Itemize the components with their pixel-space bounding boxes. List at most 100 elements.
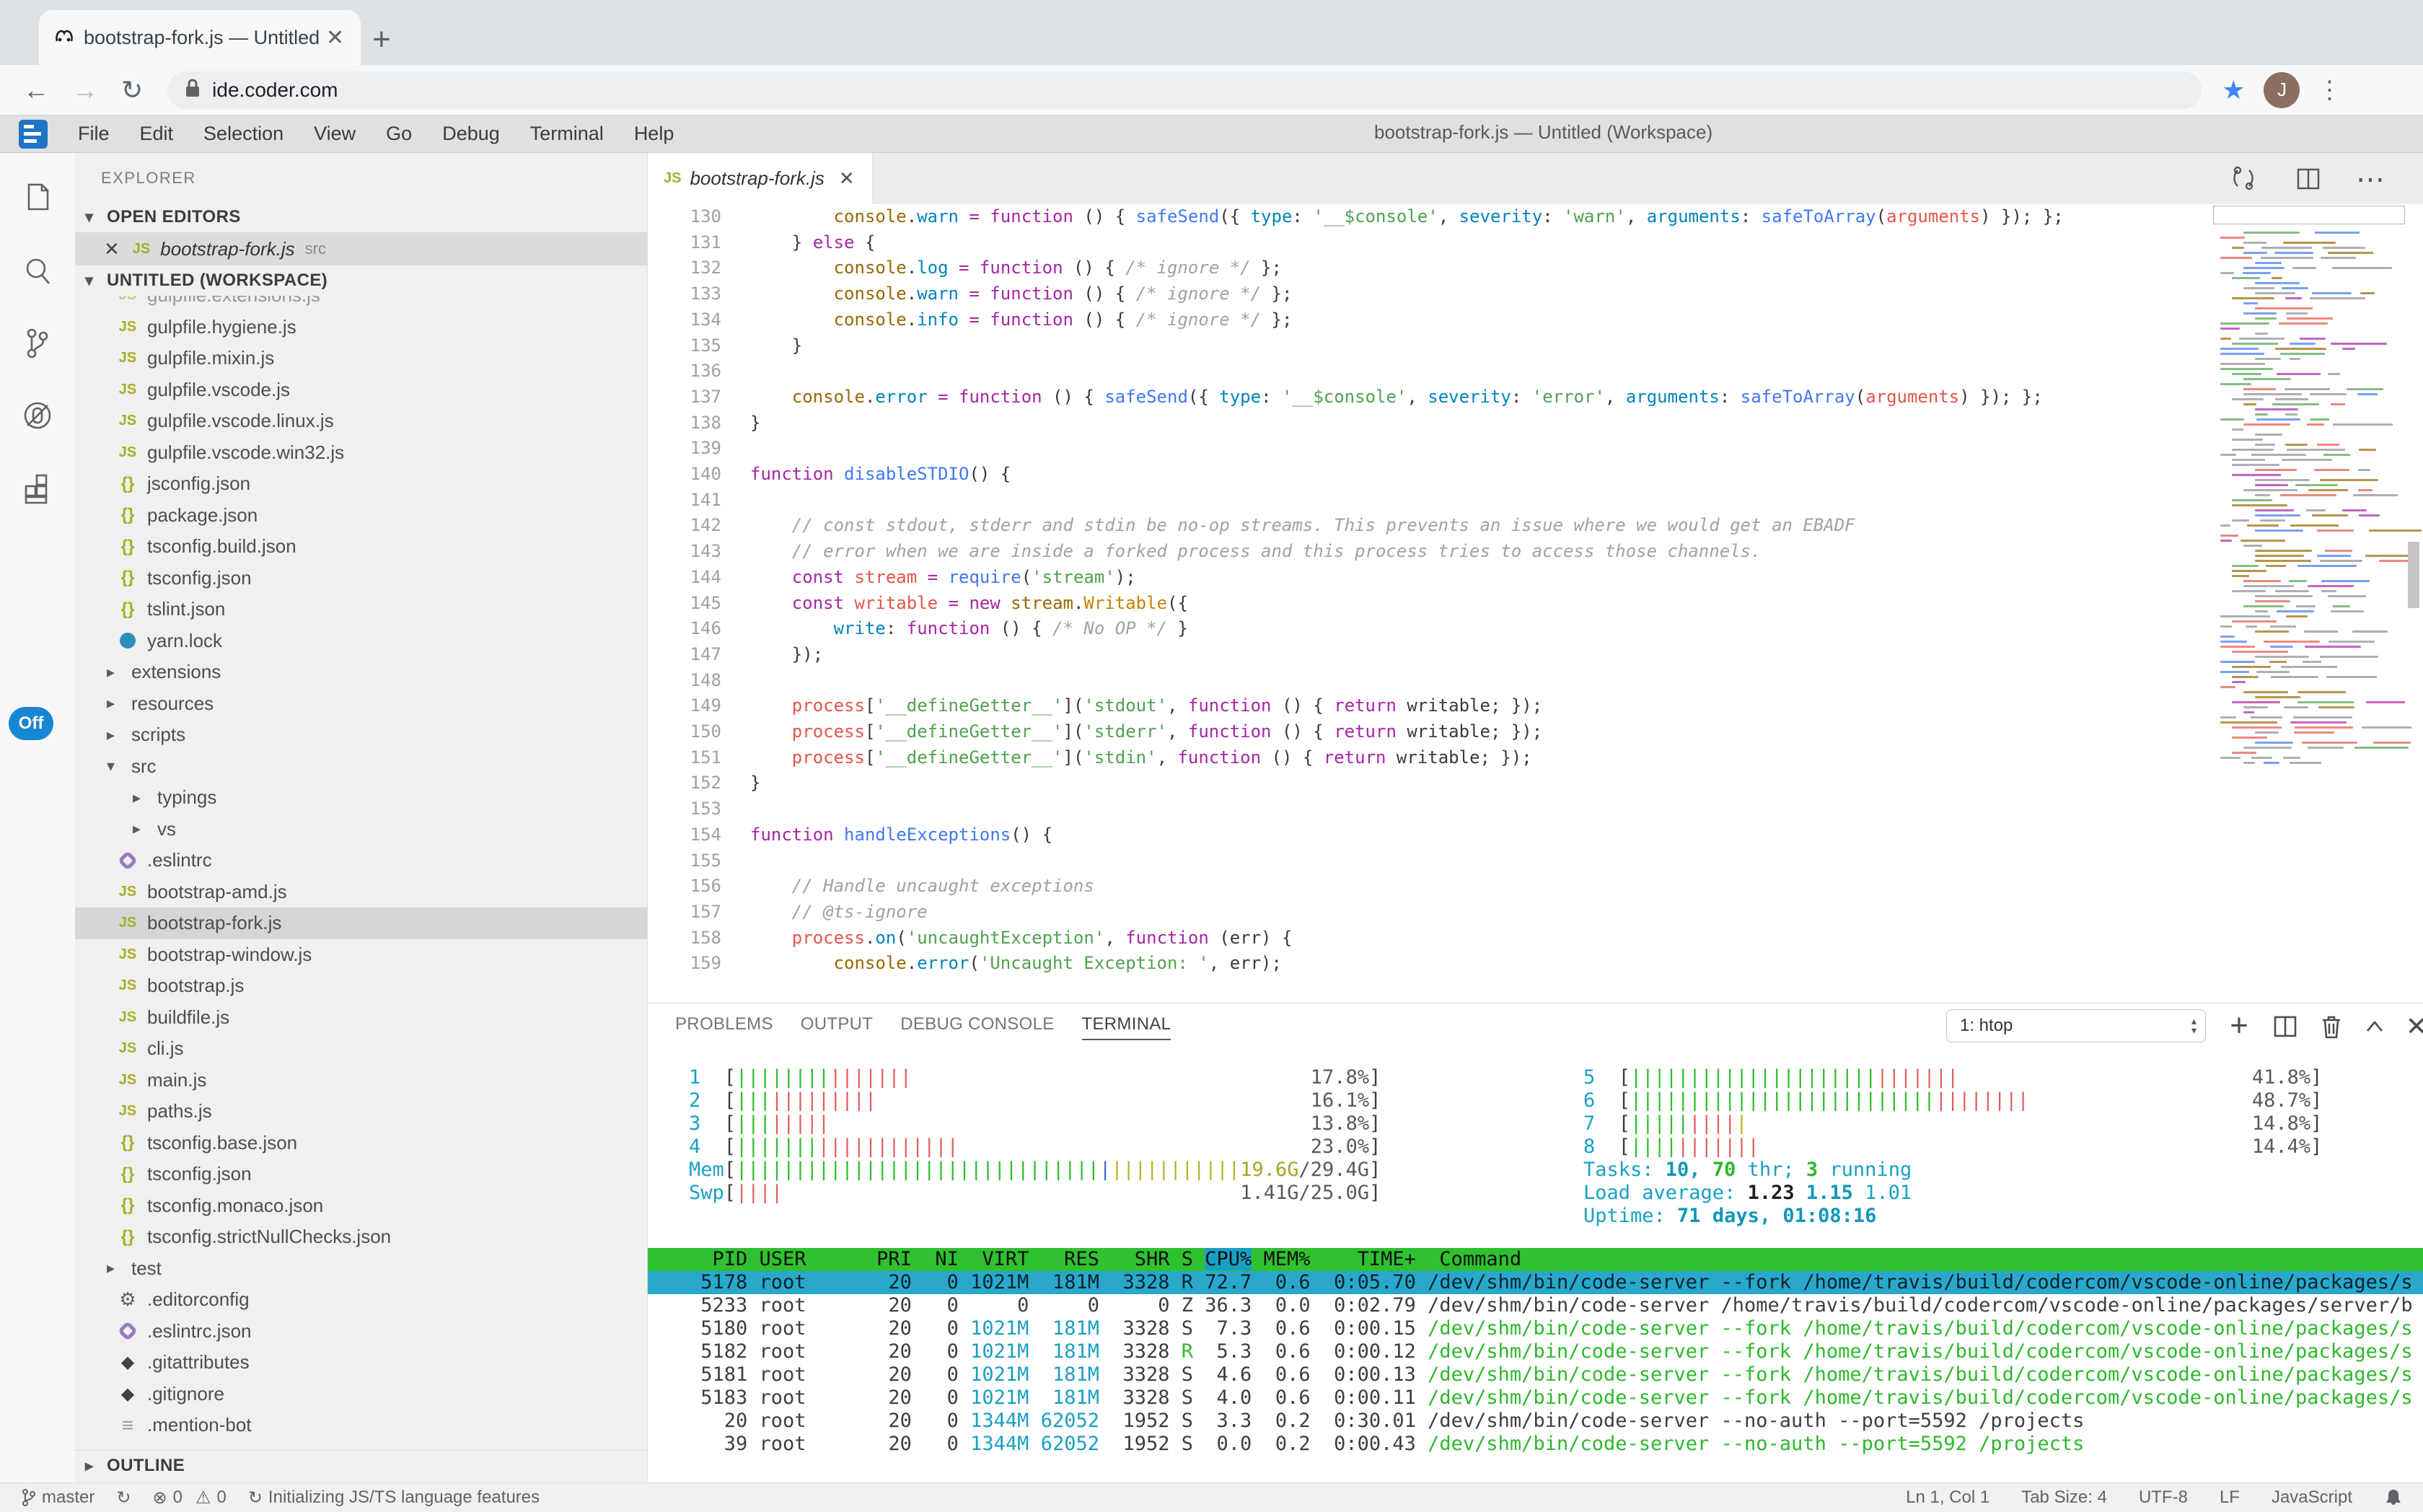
tree-item-tsconfig.base.json[interactable]: {}tsconfig.base.json <box>75 1128 648 1159</box>
notifications-bell[interactable] <box>2384 1487 2403 1508</box>
tree-item-yarn.lock[interactable]: yarn.lock <box>75 625 648 657</box>
outline-header[interactable]: ▸ OUTLINE <box>75 1450 648 1480</box>
minimap-slider[interactable] <box>2213 206 2405 224</box>
menu-item-edit[interactable]: Edit <box>140 123 174 145</box>
search-icon[interactable] <box>19 252 56 290</box>
tree-item-gulpfile.vscode.js[interactable]: JSgulpfile.vscode.js <box>75 374 648 406</box>
maximize-panel-icon[interactable] <box>2359 1011 2391 1042</box>
tree-item-.mention-bot[interactable]: ≡.mention-bot <box>75 1410 648 1441</box>
menu-item-selection[interactable]: Selection <box>203 123 283 145</box>
explorer-icon[interactable] <box>19 179 56 216</box>
close-icon[interactable]: ✕ <box>104 238 120 260</box>
tree-item-tsconfig.build.json[interactable]: {}tsconfig.build.json <box>75 531 648 563</box>
tree-item-paths.js[interactable]: JSpaths.js <box>75 1096 648 1128</box>
line-number: 136 <box>648 359 721 384</box>
kill-terminal-icon[interactable] <box>2316 1011 2347 1042</box>
tree-item-label: bootstrap-fork.js <box>147 912 281 934</box>
tree-item-buildfile.js[interactable]: JSbuildfile.js <box>75 1002 648 1034</box>
more-actions-icon[interactable]: ⋯ <box>2356 163 2388 195</box>
tree-item-tsconfig.json[interactable]: {}tsconfig.json <box>75 1159 648 1190</box>
forward-icon[interactable]: → <box>72 75 98 105</box>
sync-item[interactable]: ↻ <box>116 1487 131 1508</box>
tab-close-icon[interactable]: ✕ <box>839 167 855 190</box>
status-tab-size-4[interactable]: Tab Size: 4 <box>2021 1487 2107 1508</box>
menu-item-file[interactable]: File <box>78 123 110 145</box>
tree-item-gulpfile.hygiene.js[interactable]: JSgulpfile.hygiene.js <box>75 312 648 343</box>
reload-icon[interactable]: ↻ <box>121 75 143 105</box>
avatar[interactable]: J <box>2264 72 2300 108</box>
split-editor-icon[interactable] <box>2292 163 2324 195</box>
panel-tab-problems[interactable]: PROBLEMS <box>675 1003 773 1045</box>
tree-item-test[interactable]: ▸test <box>75 1253 648 1285</box>
tree-item-tslint.json[interactable]: {}tslint.json <box>75 594 648 625</box>
tree-item-.editorconfig[interactable]: ⚙.editorconfig <box>75 1284 648 1316</box>
open-editor-item[interactable]: ✕ JS bootstrap-fork.js src <box>75 232 648 265</box>
bookmark-star-icon[interactable]: ★ <box>2222 75 2245 105</box>
extensions-icon[interactable] <box>19 470 56 508</box>
tree-item-extensions[interactable]: ▸extensions <box>75 656 648 688</box>
open-editors-header[interactable]: ▾ OPEN EDITORS <box>75 202 648 232</box>
tree-item-cli.js[interactable]: JScli.js <box>75 1033 648 1065</box>
close-panel-icon[interactable]: ✕ <box>2401 1011 2423 1042</box>
new-terminal-icon[interactable]: + <box>2223 1011 2255 1042</box>
status-lf[interactable]: LF <box>2220 1487 2240 1508</box>
tree-item-jsconfig.json[interactable]: {}jsconfig.json <box>75 468 648 500</box>
panel-tab-terminal[interactable]: TERMINAL <box>1082 1003 1171 1045</box>
minimap[interactable] <box>2216 207 2405 993</box>
tree-item-.gitattributes[interactable]: ◆.gitattributes <box>75 1347 648 1379</box>
debug-disabled-icon[interactable] <box>19 397 56 434</box>
tree-item-.eslintrc[interactable]: .eslintrc <box>75 845 648 876</box>
tree-item-scripts[interactable]: ▸scripts <box>75 719 648 751</box>
terminal[interactable]: 1 [|||||||||||||||17.8%]2 [||||||||||||1… <box>648 1045 2423 1483</box>
menu-item-debug[interactable]: Debug <box>442 123 500 145</box>
address-bar[interactable]: ide.coder.com <box>167 71 2202 109</box>
terminal-select[interactable]: 1: htop ▴▾ <box>1946 1009 2206 1042</box>
back-icon[interactable]: ← <box>23 75 49 105</box>
tree-item-vs[interactable]: ▸vs <box>75 814 648 845</box>
app-logo-icon[interactable] <box>19 120 48 149</box>
menu-item-help[interactable]: Help <box>634 123 674 145</box>
source-control-icon[interactable] <box>19 325 56 362</box>
menu-item-view[interactable]: View <box>314 123 356 145</box>
problems-item[interactable]: ⊗0 ⚠0 <box>152 1487 226 1508</box>
panel-tab-output[interactable]: OUTPUT <box>801 1003 873 1045</box>
tree-item-bootstrap-amd.js[interactable]: JSbootstrap-amd.js <box>75 876 648 908</box>
editor-tab[interactable]: JS bootstrap-fork.js ✕ <box>648 153 873 204</box>
status-utf-8[interactable]: UTF-8 <box>2139 1487 2188 1508</box>
toggle-editor-layout-icon[interactable] <box>2228 163 2259 195</box>
status-ln-1-col-1[interactable]: Ln 1, Col 1 <box>1906 1487 1989 1508</box>
tree-item-package.json[interactable]: {}package.json <box>75 500 648 532</box>
workspace-header[interactable]: ▾ UNTITLED (WORKSPACE) <box>75 265 648 296</box>
language-status-item[interactable]: ↻ Initializing JS/TS language features <box>248 1487 540 1508</box>
tree-item-gulpfile.mixin.js[interactable]: JSgulpfile.mixin.js <box>75 343 648 374</box>
status-badge[interactable]: Off <box>9 707 53 740</box>
menu-item-terminal[interactable]: Terminal <box>530 123 604 145</box>
tree-item-tsconfig.strictNullChecks.json[interactable]: {}tsconfig.strictNullChecks.json <box>75 1221 648 1253</box>
tree-item-bootstrap.js[interactable]: JSbootstrap.js <box>75 970 648 1002</box>
panel-tab-debug-console[interactable]: DEBUG CONSOLE <box>900 1003 1054 1045</box>
tree-item-main.js[interactable]: JSmain.js <box>75 1065 648 1096</box>
status-javascript[interactable]: JavaScript <box>2272 1487 2352 1508</box>
tree-item-gulpfile.vscode.linux.js[interactable]: JSgulpfile.vscode.linux.js <box>75 405 648 437</box>
tree-item-tsconfig.json[interactable]: {}tsconfig.json <box>75 563 648 594</box>
new-tab-button[interactable]: + <box>372 22 391 58</box>
browser-menu-icon[interactable]: ⋮ <box>2317 76 2341 105</box>
split-terminal-icon[interactable] <box>2269 1011 2301 1042</box>
tree-item-typings[interactable]: ▸typings <box>75 782 648 814</box>
tree-item-src[interactable]: ▾src <box>75 751 648 783</box>
tree-item-gulpfile.extensions.js[interactable]: JSgulpfile.extensions.js <box>75 296 648 312</box>
menu-item-go[interactable]: Go <box>386 123 412 145</box>
tree-item-.gitignore[interactable]: ◆.gitignore <box>75 1379 648 1410</box>
tree-item-bootstrap-fork.js[interactable]: JSbootstrap-fork.js <box>75 907 648 939</box>
tab-close-icon[interactable]: ✕ <box>326 25 344 50</box>
tree-item-bootstrap-window.js[interactable]: JSbootstrap-window.js <box>75 939 648 971</box>
editor-scrollbar[interactable] <box>2408 542 2419 608</box>
browser-tab[interactable]: bootstrap-fork.js — Untitled (W ✕ <box>39 10 361 65</box>
tree-item-resources[interactable]: ▸resources <box>75 688 648 720</box>
tree-item-tsconfig.monaco.json[interactable]: {}tsconfig.monaco.json <box>75 1190 648 1222</box>
tree-item-label: gulpfile.hygiene.js <box>147 316 296 338</box>
tree-item-gulpfile.vscode.win32.js[interactable]: JSgulpfile.vscode.win32.js <box>75 437 648 469</box>
git-branch-item[interactable]: master <box>22 1487 94 1508</box>
tree-item-.eslintrc.json[interactable]: .eslintrc.json <box>75 1316 648 1348</box>
code-editor[interactable]: 1301311321331341351361371381391401411421… <box>648 204 2423 1003</box>
